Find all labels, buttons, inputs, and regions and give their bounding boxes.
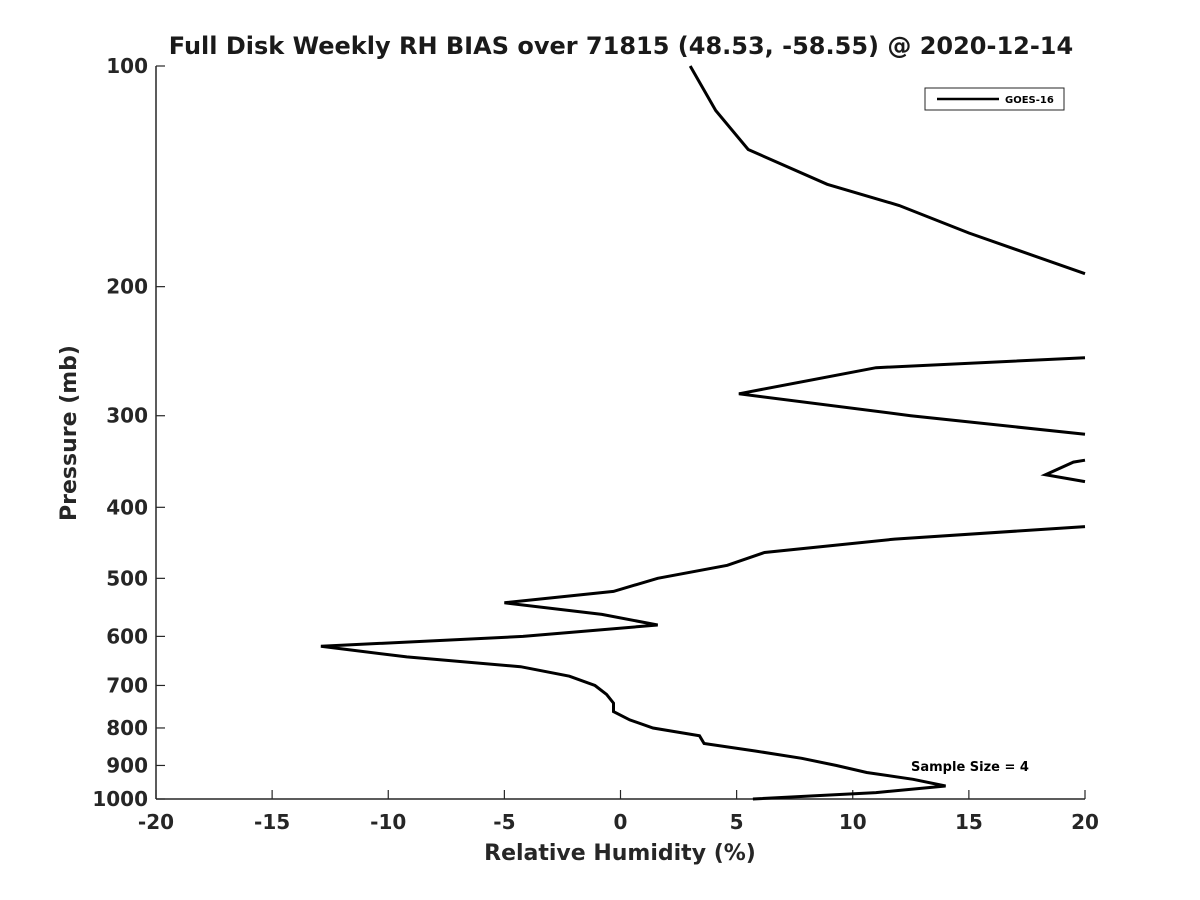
sample-size-annotation: Sample Size = 4 [911, 760, 1029, 775]
series-line-segment [320, 525, 1086, 801]
y-tick-label: 1000 [92, 787, 148, 811]
y-tick-label: 400 [106, 495, 148, 519]
x-tick-label: 0 [614, 810, 628, 834]
y-tick-label: 300 [106, 404, 148, 428]
x-tick-label: -10 [370, 810, 406, 834]
legend: GOES-16 [924, 87, 1065, 111]
y-tick-label: 600 [106, 624, 148, 648]
legend-label-goes-16: GOES-16 [1005, 95, 1054, 106]
series-line-segment [1040, 458, 1086, 484]
y-axis-label: Pressure (mb) [57, 345, 82, 521]
x-tick-label: -5 [493, 810, 515, 834]
y-tick-label: 200 [106, 275, 148, 299]
x-tick-label: 10 [839, 810, 867, 834]
x-tick-label: 5 [730, 810, 744, 834]
y-tick-label: 800 [106, 716, 148, 740]
y-tick-label: 900 [106, 753, 148, 777]
x-tick-label: -20 [138, 810, 174, 834]
x-ticks: -20 -15 -10 -5 0 5 10 15 20 [138, 790, 1099, 834]
y-ticks: 100 200 300 400 500 600 700 800 900 1000 [92, 54, 165, 811]
series-line-segment [738, 356, 1086, 436]
y-tick-label: 700 [106, 673, 148, 697]
x-tick-label: 15 [955, 810, 983, 834]
x-axis-label: Relative Humidity (%) [484, 841, 756, 866]
series-line-segment [688, 65, 1086, 276]
x-tick-label: -15 [254, 810, 290, 834]
y-tick-label: 100 [106, 54, 148, 78]
x-tick-label: 20 [1071, 810, 1099, 834]
chart-title: Full Disk Weekly RH BIAS over 71815 (48.… [169, 32, 1073, 60]
series-layer [320, 65, 1086, 801]
y-tick-label: 500 [106, 566, 148, 590]
